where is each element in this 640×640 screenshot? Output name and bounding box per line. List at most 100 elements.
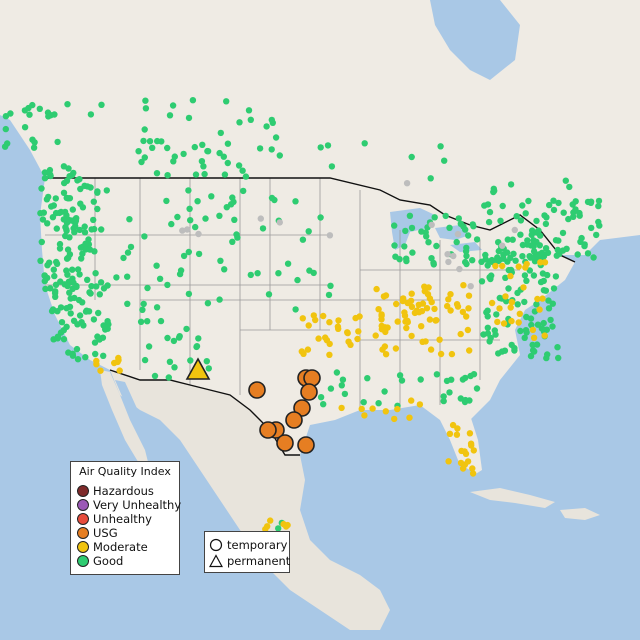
monitor-dot — [276, 152, 283, 159]
monitor-dot — [247, 271, 254, 279]
monitor-dot — [92, 350, 99, 358]
monitor-dot — [453, 301, 461, 308]
monitor-dot — [94, 205, 101, 213]
monitor-dot — [76, 312, 84, 319]
monitor-dot — [485, 218, 493, 226]
monitor-dot — [189, 97, 197, 104]
monitor-dot — [565, 215, 572, 223]
circle-icon — [209, 538, 223, 552]
monitor-dot — [299, 236, 307, 243]
monitor-dot — [426, 316, 434, 323]
monitor-dot — [163, 197, 170, 205]
monitor-dot — [534, 295, 541, 303]
monitor-dot — [555, 237, 562, 244]
monitor-dot — [138, 158, 145, 166]
monitor-dot — [496, 294, 503, 302]
monitor-dot — [538, 325, 545, 332]
monitor-dot — [552, 273, 560, 280]
legend-label: Good — [93, 554, 124, 568]
monitor-dot — [456, 265, 463, 273]
monitor-dot — [450, 252, 457, 260]
monitor-dot — [242, 173, 250, 180]
monitor-dot — [61, 232, 69, 240]
monitor-dot — [56, 245, 64, 252]
monitor-dot — [537, 259, 544, 266]
monitor-dot — [300, 350, 307, 357]
monitor-dot — [508, 317, 515, 325]
monitor-dot — [216, 149, 223, 157]
monitor-dot — [427, 346, 435, 353]
monitor-dot — [57, 304, 65, 311]
monitor-dot — [100, 352, 107, 359]
monitor-dot — [48, 203, 55, 210]
monitor-dot — [464, 326, 472, 334]
monitor-dot — [401, 309, 408, 316]
monitor-dot — [185, 290, 193, 298]
monitor-dot — [220, 153, 227, 160]
monitor-dot — [499, 202, 506, 210]
monitor-dot — [185, 187, 192, 194]
monitor-dot — [484, 313, 491, 320]
monitor-dot — [515, 263, 522, 270]
monitor-dot — [185, 248, 192, 256]
hispaniola — [560, 508, 600, 520]
monitor-dot — [469, 470, 477, 477]
monitor-dot — [572, 198, 579, 205]
monitor-dot — [437, 350, 445, 358]
monitor-dot — [478, 278, 486, 285]
monitor-dot — [345, 338, 352, 345]
monitor-dot — [391, 415, 398, 423]
monitor-dot — [192, 223, 199, 231]
monitor-dot — [521, 334, 528, 341]
monitor-dot — [408, 224, 416, 232]
monitor-dot — [326, 351, 333, 358]
monitor-dot — [463, 260, 470, 268]
monitor-dot — [416, 401, 424, 408]
monitor-dot — [164, 144, 171, 152]
monitor-dot — [234, 234, 241, 241]
monitor-dot — [545, 297, 552, 304]
monitor-dot — [441, 157, 448, 164]
monitor-dot — [369, 405, 376, 412]
monitor-dot — [418, 323, 425, 330]
monitor-dot — [596, 222, 603, 229]
monitor-dot — [401, 243, 408, 250]
monitor-dot — [431, 214, 438, 221]
monitor-dot — [449, 421, 457, 429]
monitor-dot — [44, 274, 51, 282]
central-texas-monitor-c — [285, 411, 303, 429]
monitor-dot — [263, 123, 270, 130]
monitor-dot — [61, 281, 68, 288]
monitor-dot — [465, 305, 472, 312]
monitor-dot — [467, 283, 474, 290]
monitor-dot — [459, 376, 467, 383]
monitor-dot — [396, 256, 403, 263]
monitor-dot — [354, 335, 361, 343]
monitor-dot — [361, 412, 368, 419]
monitor-dot — [433, 317, 440, 324]
monitor-dot — [317, 144, 324, 151]
monitor-dot — [221, 266, 228, 273]
monitor-dot — [549, 323, 556, 330]
monitor-dot — [96, 336, 103, 343]
monitor-dot — [324, 142, 332, 149]
monitor-dot — [91, 339, 99, 346]
monitor-dot — [361, 140, 368, 147]
monitor-dot — [183, 325, 190, 333]
monitor-dot — [494, 254, 501, 261]
monitor-dot — [224, 140, 232, 147]
monitor-dot — [533, 301, 540, 308]
monitor-dot — [67, 295, 74, 302]
monitor-dot — [52, 288, 59, 295]
monitor-dot — [186, 205, 193, 212]
monitor-dot — [473, 236, 481, 243]
monitor-dot — [21, 124, 29, 131]
good-swatch — [77, 555, 89, 567]
monitor-dot — [61, 208, 69, 216]
monitor-dot — [533, 217, 540, 225]
monitor-dot — [93, 283, 100, 290]
monitor-dot — [408, 303, 416, 310]
monitor-dot — [453, 238, 460, 246]
monitor-dot — [415, 301, 422, 308]
monitor-dot — [440, 397, 447, 405]
